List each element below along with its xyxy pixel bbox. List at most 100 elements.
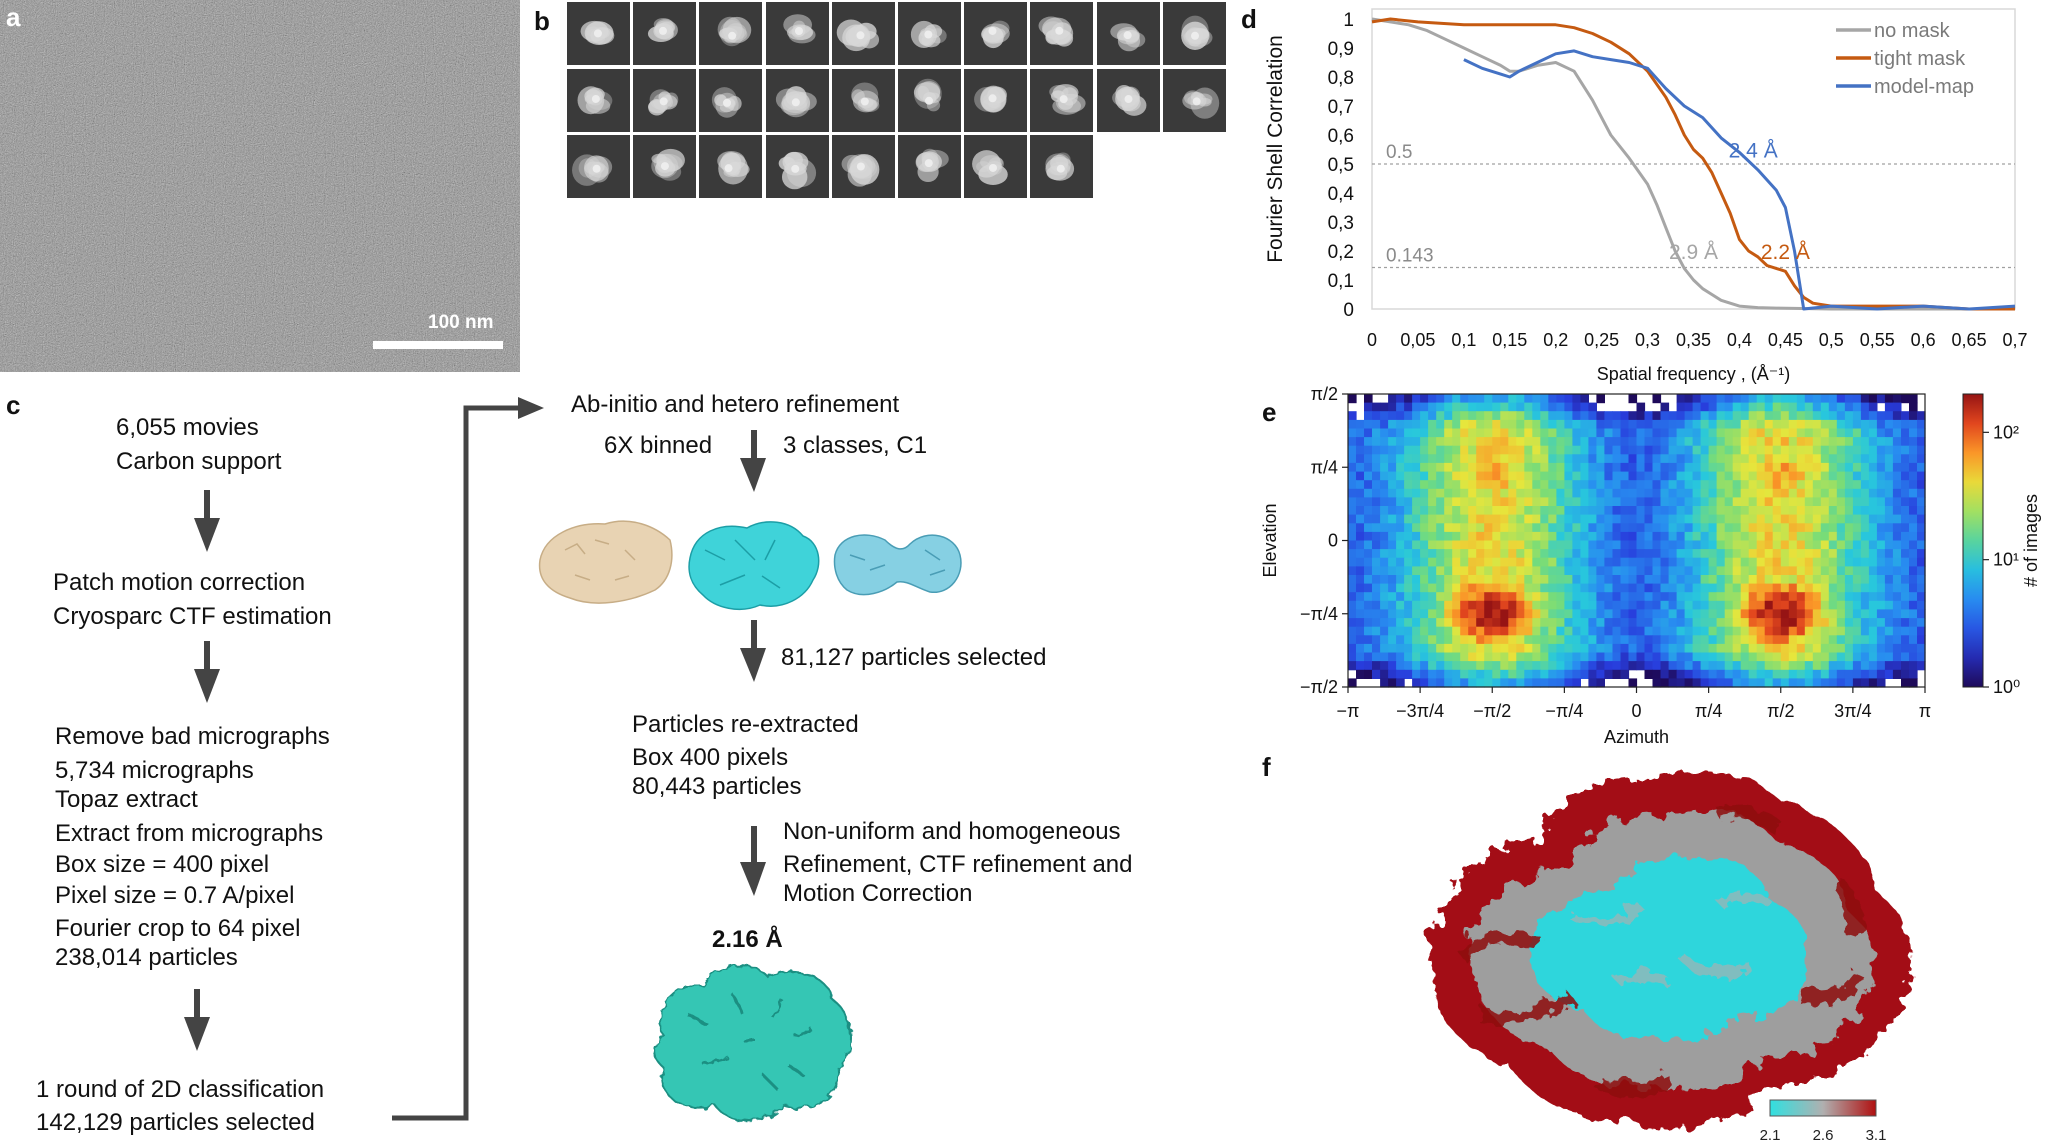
panel-letter-c: c (6, 390, 21, 420)
refinement-text: Refinement, CTF refinement and (783, 851, 1133, 878)
class-average-thumbnail (831, 135, 895, 198)
threshold-label: 0.143 (1386, 246, 1434, 267)
step-text: Fourier crop to 64 pixel (55, 915, 301, 942)
y-tick-label: 0,7 (1328, 97, 1354, 118)
hetero-class-volumes (538, 520, 962, 611)
x-tick-label: 0,05 (1400, 330, 1435, 350)
class-average-thumbnail (1096, 68, 1160, 132)
class-average-grid (567, 2, 1227, 202)
class-volume-1 (538, 520, 673, 604)
res-colorbar-tick: 2.6 (1813, 1127, 1834, 1143)
step-text: 142,129 particles selected (36, 1109, 315, 1136)
y-tick-label: −π/2 (1300, 677, 1338, 697)
panel-letter-b: b (534, 6, 550, 36)
refinement-text: Non-uniform and homogeneous (783, 818, 1121, 845)
panel-letter-f: f (1262, 752, 1271, 782)
colorbar-tick-label: 10² (1993, 422, 2019, 442)
step-text: Pixel size = 0.7 A/pixel (55, 882, 295, 909)
x-tick-label: 0,1 (1451, 330, 1476, 350)
y-tick-label: 0,4 (1328, 184, 1355, 205)
class-average-thumbnail (831, 68, 895, 132)
panel-letter-e: e (1262, 397, 1277, 427)
class-average-thumbnail (633, 2, 697, 65)
y-tick-label: −π/4 (1300, 604, 1338, 624)
class-average-thumbnail (765, 68, 829, 132)
step-text: 238,014 particles (55, 944, 238, 971)
x-tick-label: −π (1337, 701, 1360, 721)
x-tick-label: 0,2 (1543, 330, 1568, 350)
class-average-thumbnail (567, 135, 630, 198)
x-tick-label: π (1919, 701, 1931, 721)
class-average-thumbnail (964, 68, 1028, 132)
refinement-text: Motion Correction (783, 880, 973, 907)
panel-letter-a: a (6, 2, 21, 32)
x-tick-label: 0,6 (1911, 330, 1936, 350)
classes-label: 3 classes, C1 (783, 432, 928, 459)
x-tick-label: 0,4 (1727, 330, 1752, 350)
y-tick-label: π/4 (1311, 457, 1338, 477)
step-text: Box size = 400 pixel (55, 851, 270, 878)
class-average-thumbnail (1030, 2, 1094, 65)
x-tick-label: −π/2 (1473, 701, 1511, 721)
class-average-thumbnail (765, 2, 829, 65)
class-average-thumbnail (964, 135, 1028, 198)
down-arrow (740, 826, 766, 896)
res-colorbar-tick: 2.1 (1760, 1127, 1781, 1143)
class-average-thumbnail (765, 135, 829, 198)
y-tick-label: 0,9 (1328, 39, 1354, 60)
x-tick-label: −π/4 (1545, 701, 1583, 721)
reextract-text: Particles re-extracted (632, 711, 859, 738)
fsc-chart: 0.5 0.143 0 0,1 0,2 0,3 0,4 0,5 0,6 0,7 0,8 0,9 1 0 0,… (1264, 8, 2028, 384)
x-tick-label: 0,15 (1492, 330, 1527, 350)
x-tick-label: 0,35 (1676, 330, 1711, 350)
y-tick-label: 0,2 (1328, 242, 1354, 263)
x-tick-label: 0,65 (1952, 330, 1987, 350)
y-tick-label: 0 (1328, 531, 1338, 551)
particles-selected-label: 81,127 particles selected (781, 644, 1047, 671)
y-tick-label: 0,5 (1328, 155, 1354, 176)
step-text: 5,734 micrographs (55, 757, 254, 784)
y-axis-label: Fourier Shell Correlation (1264, 35, 1287, 263)
scale-bar (373, 341, 503, 349)
class-average-thumbnail (898, 68, 961, 132)
x-tick-label: π/4 (1695, 701, 1722, 721)
class-volume-2 (688, 521, 820, 611)
x-tick-label: 3π/4 (1834, 701, 1871, 721)
final-resolution: 2.16 Å (712, 926, 783, 953)
x-tick-label: 0,25 (1584, 330, 1619, 350)
step-text: Carbon support (116, 448, 282, 475)
class-average-thumbnail (699, 68, 763, 132)
class-volume-3 (833, 534, 962, 596)
class-average-thumbnail (898, 2, 961, 65)
x-axis-label: Spatial frequency , (Å⁻¹) (1597, 364, 1791, 384)
class-average-thumbnail (699, 2, 763, 65)
panel-a-micrograph: 100 nm (0, 0, 520, 372)
ab-initio-title: Ab-initio and hetero refinement (571, 391, 900, 418)
threshold-label: 0.5 (1386, 142, 1412, 163)
resolution-annotation: 2.9 Å (1669, 241, 1718, 264)
step-text: 1 round of 2D classification (36, 1076, 325, 1103)
class-average-thumbnail (567, 68, 630, 132)
step-text: Topaz extract (55, 786, 198, 813)
elbow-arrow (392, 397, 544, 1121)
class-average-thumbnail (1030, 68, 1094, 132)
resolution-annotation: 2.4 Å (1729, 139, 1778, 162)
series-line-tight-mask (1371, 17, 2015, 311)
class-average-thumbnail (699, 135, 763, 198)
colorbar-label: # of images (2021, 494, 2041, 587)
series-line-no-mask (1371, 17, 2015, 311)
class-average-thumbnail (633, 68, 697, 132)
y-tick-label: 0,1 (1328, 271, 1354, 292)
class-average-thumbnail (633, 135, 697, 198)
down-arrow (740, 430, 766, 492)
class-average-thumbnail (567, 2, 630, 65)
scale-bar-label: 100 nm (428, 312, 494, 333)
x-tick-label: 0,7 (2002, 330, 2027, 350)
class-average-thumbnail (964, 2, 1028, 65)
reextract-text: 80,443 particles (632, 773, 802, 800)
resolution-annotation: 2.2 Å (1761, 241, 1810, 264)
y-tick-label: 0,8 (1328, 68, 1354, 89)
legend-label: tight mask (1874, 48, 1966, 70)
step-text: 6,055 movies (116, 414, 259, 441)
